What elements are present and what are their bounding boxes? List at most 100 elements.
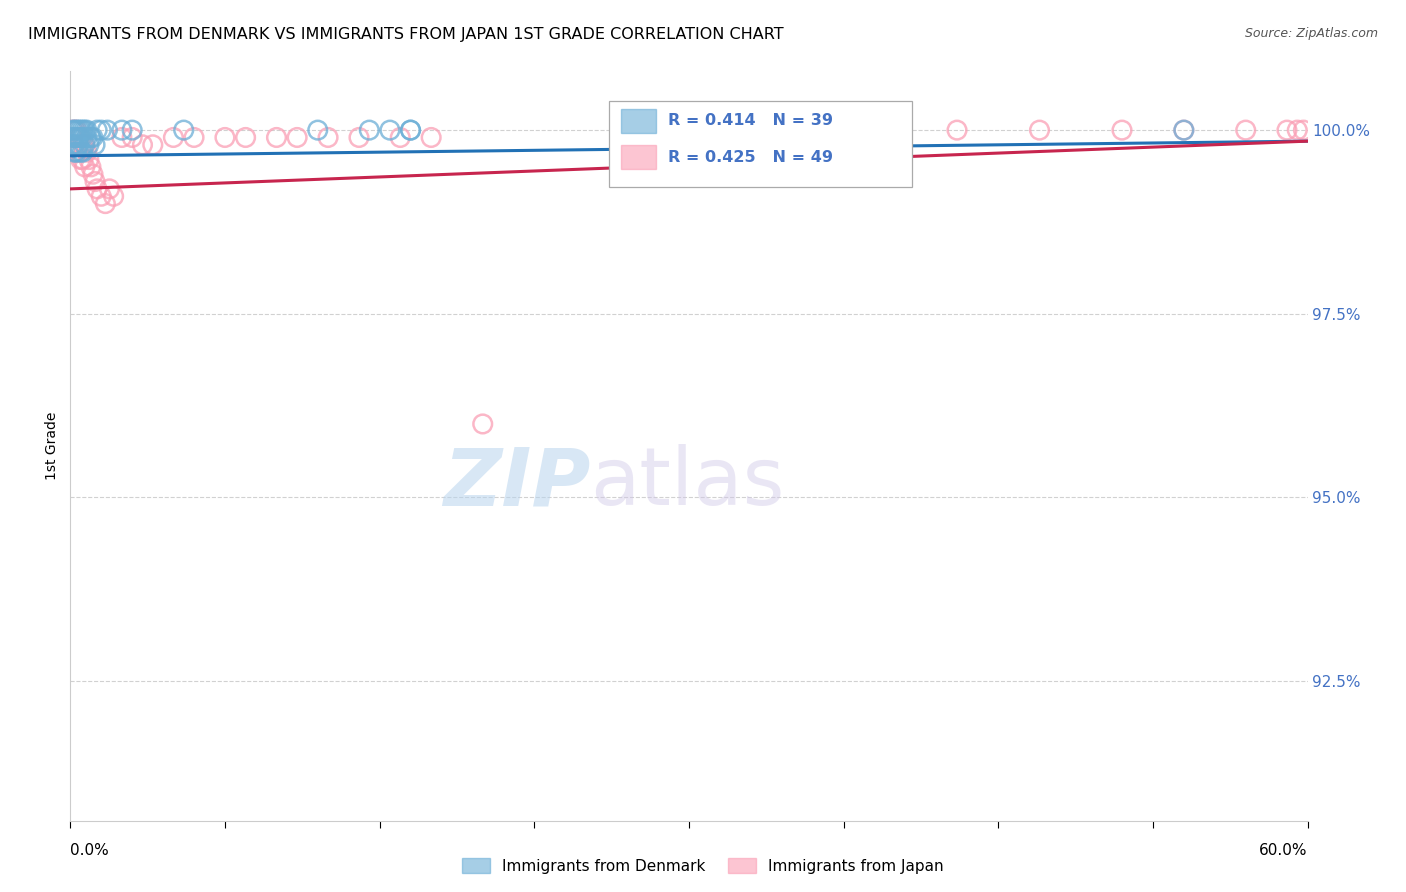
Point: [98, 182, 121, 196]
Point: [1292, 123, 1315, 137]
Point: [73, 160, 96, 174]
Point: [214, 130, 236, 145]
Point: [1234, 123, 1257, 137]
Point: [86, 123, 108, 137]
Point: [63, 123, 86, 137]
Point: [73, 137, 96, 152]
Point: [307, 123, 329, 137]
Point: [72, 145, 94, 160]
Point: [69, 145, 91, 160]
Point: [183, 130, 205, 145]
Point: [65, 123, 87, 137]
Point: [86, 182, 108, 196]
Point: [69, 130, 91, 145]
Text: 0.0%: 0.0%: [70, 843, 110, 858]
Point: [90, 189, 112, 203]
Point: [63, 123, 86, 137]
Point: [162, 130, 184, 145]
Point: [63, 145, 86, 160]
Point: [65, 145, 87, 160]
Point: [77, 153, 100, 167]
Point: [94, 196, 117, 211]
Point: [121, 123, 143, 137]
Point: [67, 145, 90, 160]
Point: [76, 130, 98, 145]
Point: [67, 137, 90, 152]
Point: [73, 137, 96, 152]
Point: [378, 123, 401, 137]
Point: [1275, 123, 1298, 137]
Point: [72, 153, 94, 167]
Point: [1111, 123, 1133, 137]
Point: [67, 130, 90, 145]
Text: 60.0%: 60.0%: [1260, 843, 1308, 858]
Y-axis label: 1st Grade: 1st Grade: [45, 412, 59, 480]
Point: [103, 189, 125, 203]
Point: [316, 130, 339, 145]
Point: [65, 145, 87, 160]
Point: [142, 137, 165, 152]
Point: [347, 130, 370, 145]
Point: [60, 123, 83, 137]
Point: [60, 123, 83, 137]
Text: IMMIGRANTS FROM DENMARK VS IMMIGRANTS FROM JAPAN 1ST GRADE CORRELATION CHART: IMMIGRANTS FROM DENMARK VS IMMIGRANTS FR…: [28, 27, 783, 42]
Legend: Immigrants from Denmark, Immigrants from Japan: Immigrants from Denmark, Immigrants from…: [456, 852, 950, 880]
Point: [72, 123, 94, 137]
Point: [69, 130, 91, 145]
FancyBboxPatch shape: [609, 102, 911, 187]
Point: [65, 130, 87, 145]
Point: [60, 130, 83, 145]
Point: [63, 137, 86, 152]
Point: [420, 130, 443, 145]
Point: [266, 130, 288, 145]
Point: [399, 123, 422, 137]
Point: [678, 130, 700, 145]
Point: [84, 175, 107, 189]
Point: [285, 130, 308, 145]
Point: [389, 130, 412, 145]
Point: [80, 160, 103, 174]
Point: [173, 123, 195, 137]
Point: [82, 130, 104, 145]
Point: [72, 137, 94, 152]
Point: [77, 137, 100, 152]
Point: [82, 167, 104, 181]
Point: [72, 130, 94, 145]
Point: [235, 130, 257, 145]
Point: [1286, 123, 1309, 137]
Point: [76, 145, 98, 160]
FancyBboxPatch shape: [621, 145, 655, 169]
Point: [60, 137, 83, 152]
Point: [1173, 123, 1195, 137]
Point: [359, 123, 381, 137]
Point: [80, 130, 103, 145]
Point: [471, 417, 494, 431]
Point: [65, 123, 87, 137]
Point: [90, 123, 112, 137]
Point: [73, 123, 96, 137]
Point: [76, 123, 98, 137]
Point: [96, 123, 118, 137]
Point: [1173, 123, 1195, 137]
Point: [121, 130, 143, 145]
Point: [946, 123, 969, 137]
Point: [84, 137, 107, 152]
Text: atlas: atlas: [591, 444, 785, 523]
Point: [1028, 123, 1050, 137]
Point: [67, 130, 90, 145]
Point: [111, 123, 134, 137]
Point: [69, 153, 91, 167]
Point: [69, 123, 91, 137]
Point: [111, 130, 134, 145]
Point: [131, 137, 153, 152]
Text: ZIP: ZIP: [443, 444, 591, 523]
FancyBboxPatch shape: [621, 109, 655, 133]
Text: R = 0.414   N = 39: R = 0.414 N = 39: [668, 113, 832, 128]
Point: [67, 123, 90, 137]
Text: R = 0.425   N = 49: R = 0.425 N = 49: [668, 150, 832, 165]
Point: [399, 123, 422, 137]
Point: [60, 130, 83, 145]
Text: Source: ZipAtlas.com: Source: ZipAtlas.com: [1244, 27, 1378, 40]
Point: [63, 130, 86, 145]
Point: [780, 130, 803, 145]
